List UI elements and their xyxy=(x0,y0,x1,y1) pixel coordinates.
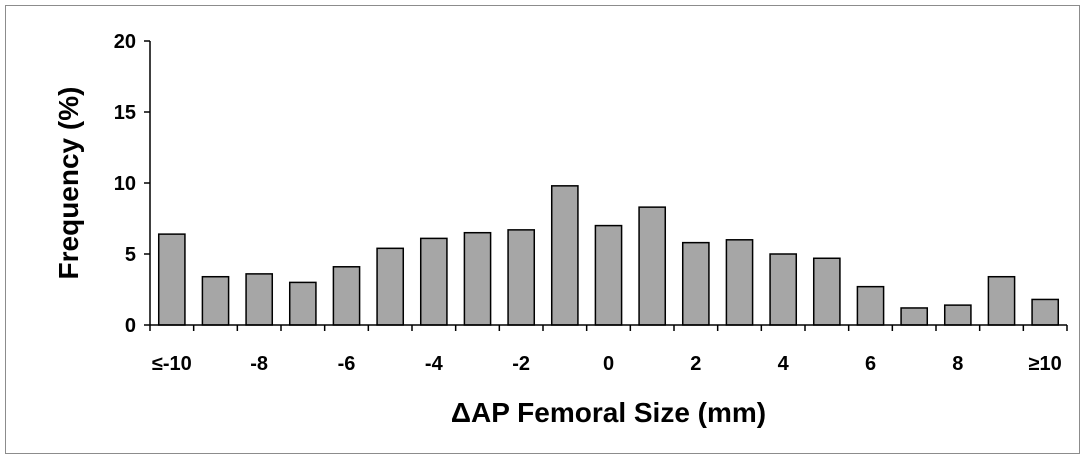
bar-19 xyxy=(987,275,1016,326)
x-tick-label: 8 xyxy=(952,353,963,375)
x-tick-label: -8 xyxy=(250,353,268,375)
bar-0 xyxy=(157,233,186,326)
x-ticks-group: ≤-10 -8 -6 -4 -2 0 2 4 6 8 ≥10 xyxy=(149,325,1068,375)
y-ticks-group: 0 5 10 15 20 xyxy=(114,31,150,337)
y-tick-label: 0 xyxy=(125,315,136,337)
y-tick-label: 15 xyxy=(114,102,136,124)
x-axis-title: ΔAP Femoral Size (mm) xyxy=(451,397,766,428)
x-tick-label: 6 xyxy=(865,353,876,375)
x-tick-label: -2 xyxy=(512,353,530,375)
bar-16 xyxy=(856,285,885,326)
bar-4 xyxy=(332,266,361,326)
y-tick-label: 20 xyxy=(114,31,136,53)
x-tick-label: -4 xyxy=(425,353,444,375)
bar-15 xyxy=(812,257,841,326)
x-tick-label: 4 xyxy=(778,353,790,375)
bar-2 xyxy=(245,273,274,326)
bar-18 xyxy=(943,304,972,326)
bar-1 xyxy=(201,275,230,326)
bar-6 xyxy=(419,237,448,326)
chart-frame xyxy=(5,5,1080,454)
bar-7 xyxy=(463,231,492,326)
y-axis-title: Frequency (%) xyxy=(53,87,84,280)
x-tick-label: 2 xyxy=(690,353,701,375)
bar-20 xyxy=(1031,298,1060,326)
bar-13 xyxy=(725,239,754,326)
bar-17 xyxy=(900,307,929,326)
bar-14 xyxy=(769,253,798,326)
bar-9 xyxy=(550,185,579,326)
x-tick-label: 0 xyxy=(603,353,614,375)
bar-12 xyxy=(681,241,710,326)
bar-5 xyxy=(376,247,405,326)
y-tick-label: 10 xyxy=(114,173,136,195)
bar-3 xyxy=(288,281,317,326)
y-tick-label: 5 xyxy=(125,244,136,266)
bar-8 xyxy=(507,229,536,326)
x-tick-label: -6 xyxy=(338,353,356,375)
bar-10 xyxy=(594,224,623,326)
x-tick-label: ≤-10 xyxy=(152,353,192,375)
bar-11 xyxy=(638,206,667,326)
x-tick-label: ≥10 xyxy=(1029,353,1062,375)
bars-group xyxy=(157,185,1060,326)
